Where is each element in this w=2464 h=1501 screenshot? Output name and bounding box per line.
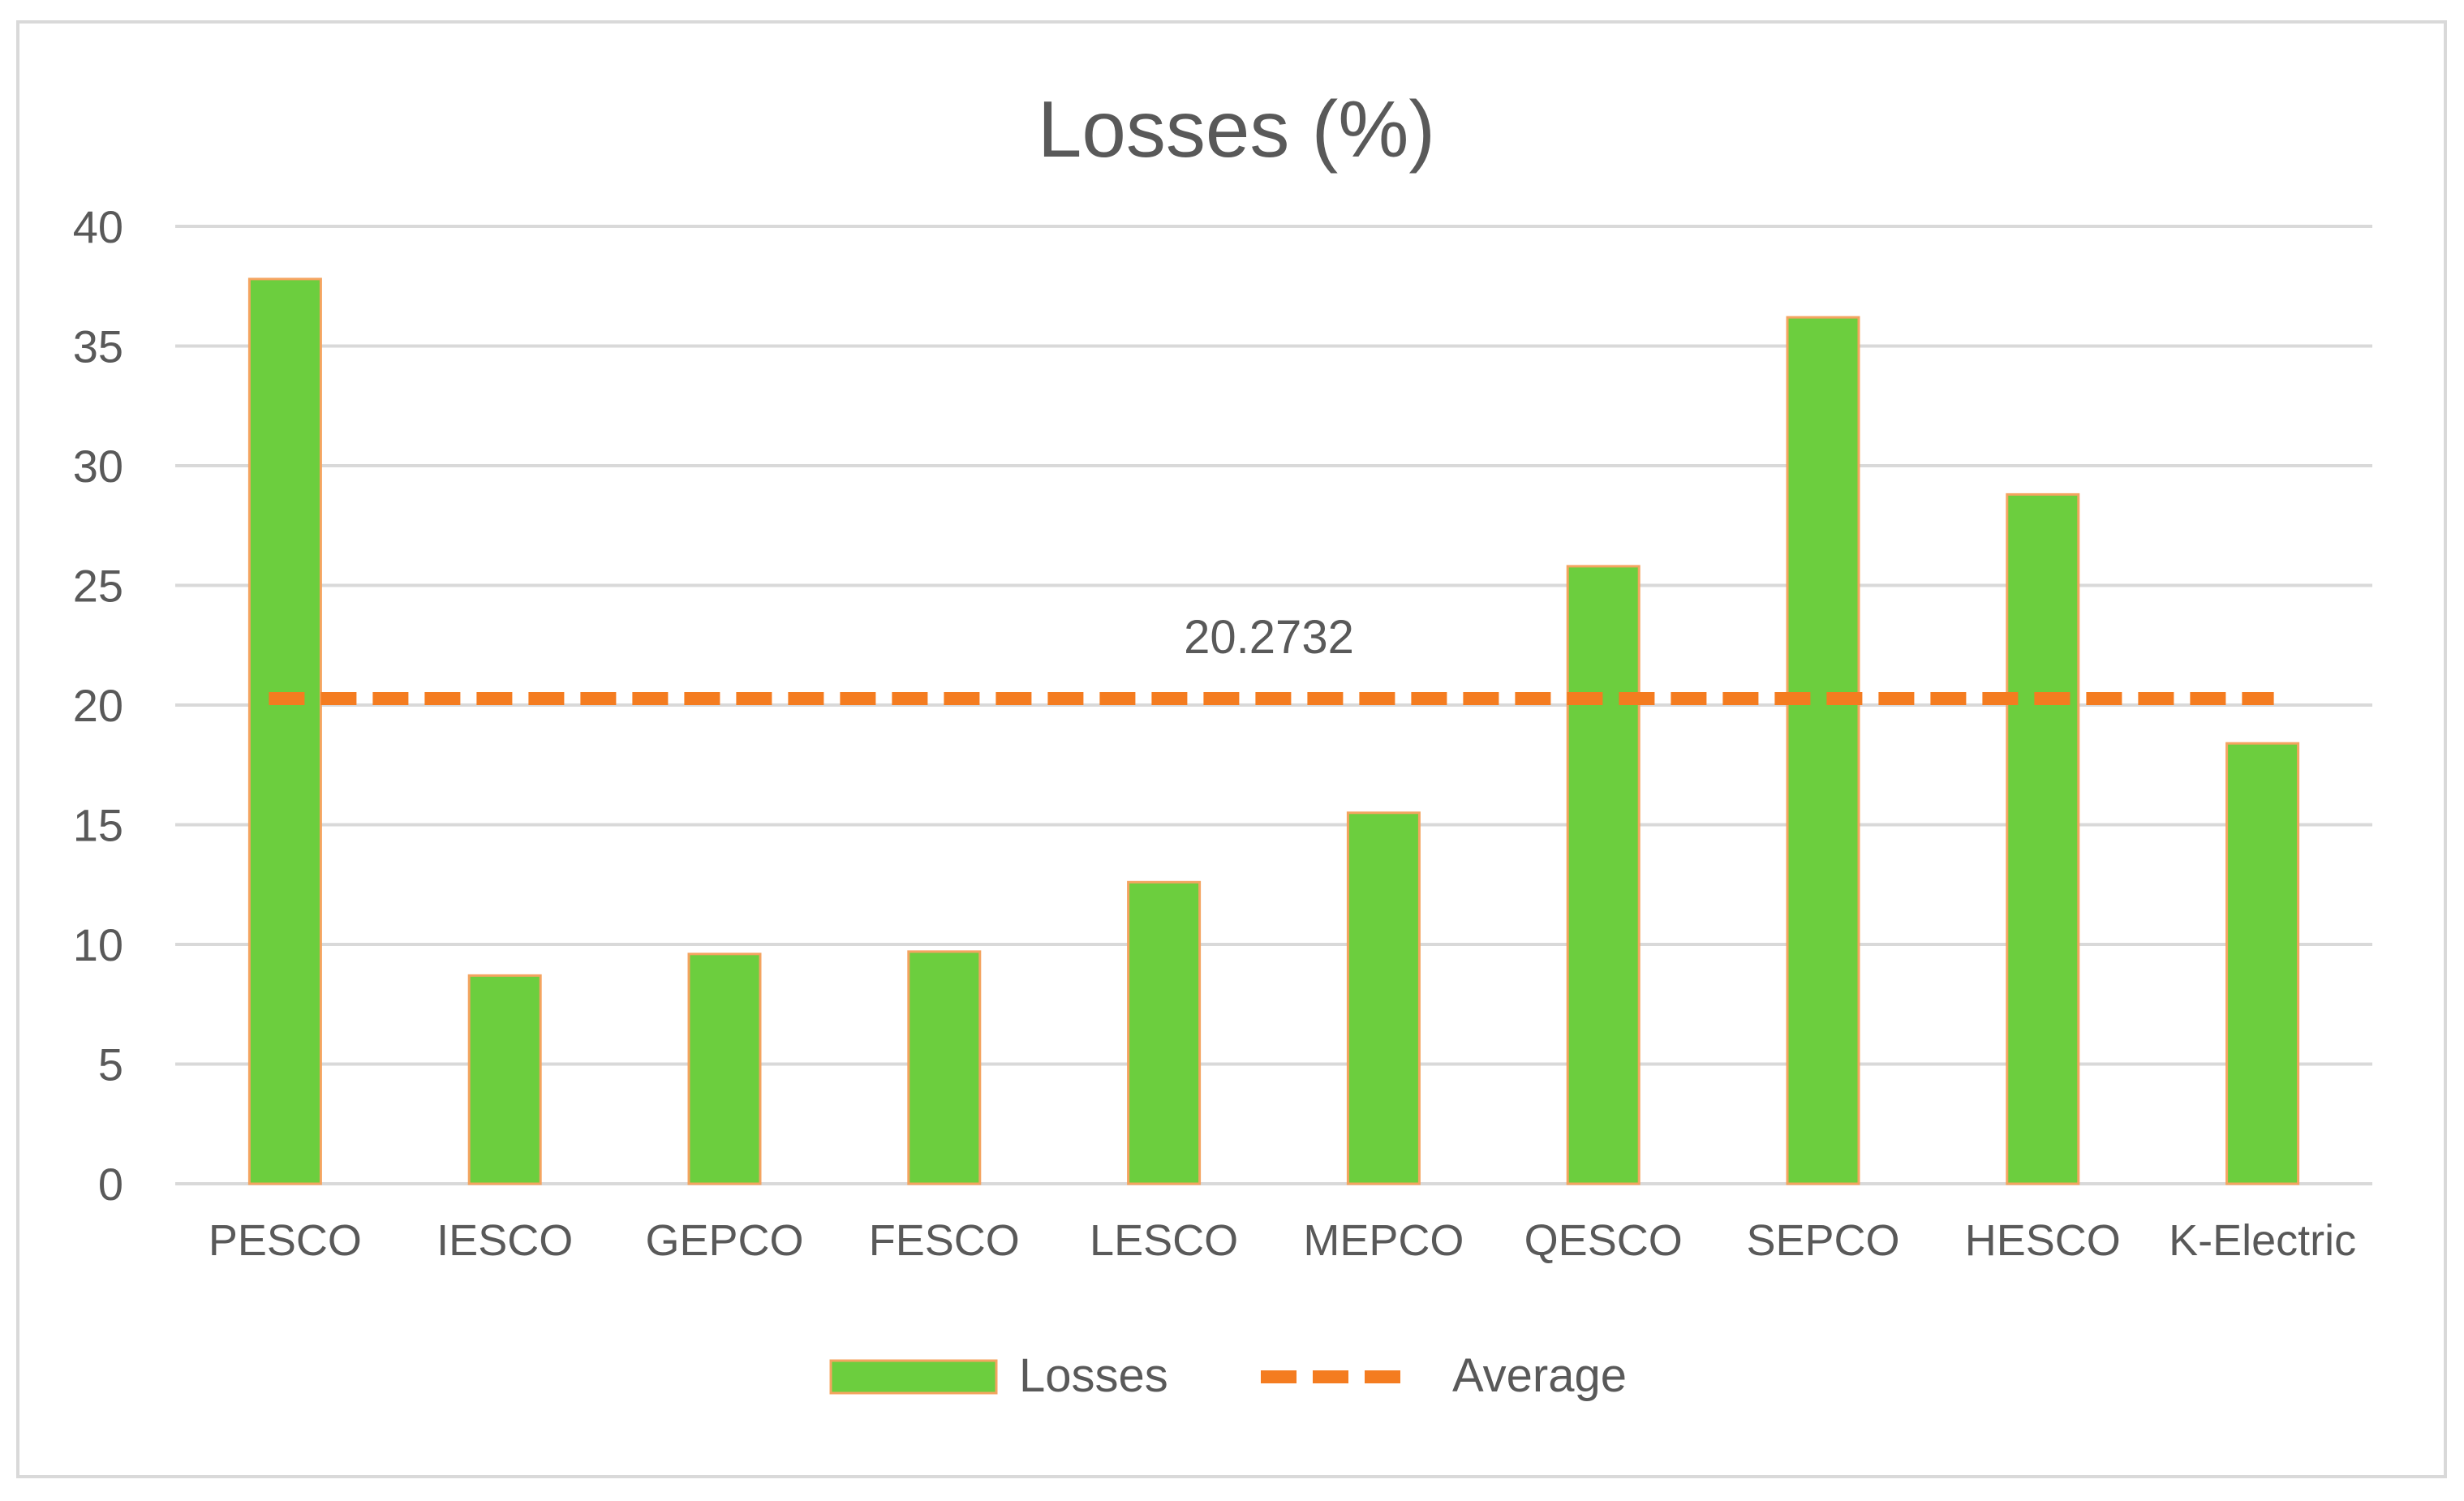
x-tick-label: HESCO: [1965, 1216, 2121, 1265]
y-tick-label: 15: [73, 800, 123, 851]
chart-title: Losses (%): [1038, 84, 1435, 174]
bar: [2006, 492, 2080, 1185]
legend-label-losses: Losses: [1019, 1349, 1168, 1402]
bar: [1127, 880, 1202, 1185]
bar: [467, 974, 542, 1185]
y-tick-label: 30: [73, 441, 123, 492]
x-axis-ticks: PESCO IESCO GEPCO FESCO LESCO MEPCO QESCO SEPCO…: [209, 1216, 2356, 1265]
y-tick-label: 25: [73, 561, 123, 612]
bars: [247, 277, 2300, 1185]
chart-svg: Losses (%) 0 5 10 15 20 25 30 35 40 20.2732 PESC…: [73, 84, 2372, 1402]
x-tick-label: GEPCO: [645, 1216, 803, 1265]
y-tick-label: 0: [98, 1159, 123, 1210]
bar: [1346, 811, 1421, 1185]
x-tick-label: PESCO: [209, 1216, 362, 1265]
bar: [687, 953, 762, 1185]
chart-frame: Losses (%) 0 5 10 15 20 25 30 35 40 20.2732 PESC…: [16, 20, 2447, 1478]
x-tick-label: QESCO: [1524, 1216, 1683, 1265]
y-axis-ticks: 0 5 10 15 20 25 30 35 40: [73, 201, 123, 1210]
bar: [907, 950, 982, 1185]
x-tick-label: K-Electric: [2169, 1216, 2356, 1265]
average-line-group: 20.2732: [269, 611, 2274, 705]
bar: [2225, 742, 2300, 1185]
y-tick-label: 35: [73, 321, 123, 372]
legend: Losses Average: [829, 1349, 1627, 1402]
y-tick-label: 40: [73, 201, 123, 252]
bar: [1786, 316, 1860, 1185]
y-tick-label: 10: [73, 919, 123, 970]
legend-swatch-losses: [829, 1359, 998, 1395]
x-tick-label: IESCO: [436, 1216, 573, 1265]
x-tick-label: SEPCO: [1746, 1216, 1899, 1265]
average-data-label: 20.2732: [1184, 611, 1354, 664]
y-tick-label: 20: [73, 680, 123, 731]
x-tick-label: LESCO: [1090, 1216, 1238, 1265]
legend-label-average: Average: [1452, 1349, 1627, 1402]
x-tick-label: MEPCO: [1303, 1216, 1464, 1265]
x-tick-label: FESCO: [869, 1216, 1020, 1265]
y-tick-label: 5: [98, 1039, 123, 1090]
bar: [247, 277, 322, 1185]
bar: [1566, 565, 1641, 1185]
